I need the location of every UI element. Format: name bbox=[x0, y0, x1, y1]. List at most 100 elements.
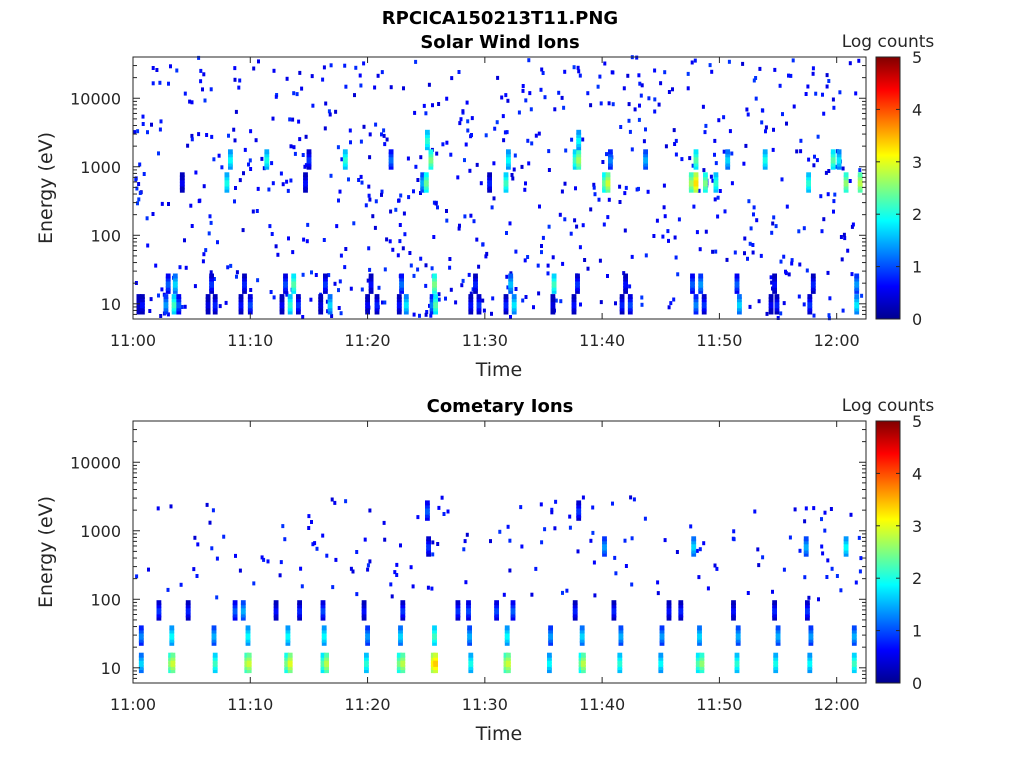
heatmap-cell bbox=[449, 287, 453, 292]
heatmap-cell bbox=[432, 637, 437, 643]
heatmap-cell bbox=[138, 162, 142, 167]
heatmap-cell bbox=[703, 178, 708, 184]
heatmap-cell bbox=[212, 277, 216, 281]
heatmap-cell bbox=[810, 279, 816, 285]
heatmap-cell bbox=[646, 189, 650, 194]
heatmap-cell bbox=[553, 526, 557, 531]
heatmap-cell bbox=[238, 300, 244, 306]
heatmap-cell bbox=[601, 160, 605, 164]
heatmap-cell bbox=[283, 279, 288, 285]
heatmap-cell bbox=[473, 279, 478, 285]
heatmap-cell bbox=[394, 207, 398, 212]
heatmap-cell bbox=[519, 505, 523, 510]
heatmap-cell bbox=[807, 297, 813, 303]
heatmap-cell bbox=[539, 502, 543, 507]
heatmap-cell bbox=[659, 81, 663, 86]
heatmap-cell bbox=[140, 306, 145, 312]
heatmap-cell bbox=[690, 273, 695, 279]
heatmap-cell bbox=[547, 168, 551, 172]
heatmap-cell bbox=[757, 563, 761, 568]
heatmap-cell bbox=[551, 288, 557, 294]
heatmap-cell bbox=[674, 255, 678, 260]
heatmap-cell bbox=[179, 178, 185, 184]
heatmap-cell bbox=[772, 276, 777, 282]
heatmap-cell bbox=[693, 175, 699, 181]
heatmap-cell bbox=[693, 297, 699, 303]
heatmap-cell bbox=[156, 609, 162, 615]
heatmap-cell bbox=[703, 187, 708, 193]
heatmap-cell bbox=[854, 279, 860, 285]
heatmap-cell bbox=[138, 665, 144, 670]
heatmap-cell bbox=[429, 303, 435, 309]
heatmap-cell bbox=[298, 137, 302, 142]
heatmap-cell bbox=[359, 139, 363, 144]
heatmap-cell bbox=[172, 285, 178, 291]
heatmap-cell bbox=[364, 658, 369, 664]
heatmap-cell bbox=[365, 634, 370, 640]
heatmap-cell bbox=[211, 634, 217, 640]
heatmap-cell bbox=[437, 297, 441, 302]
heatmap-cell bbox=[695, 655, 701, 661]
heatmap-cell bbox=[426, 548, 431, 554]
heatmap-cell bbox=[571, 300, 577, 306]
heatmap-cell bbox=[843, 542, 849, 548]
heatmap-cell bbox=[425, 310, 429, 314]
heatmap-cell bbox=[183, 238, 186, 243]
heatmap-cell bbox=[285, 631, 291, 637]
heatmap-cell bbox=[579, 631, 585, 637]
heatmap-cell bbox=[851, 628, 857, 634]
heatmap-cell bbox=[232, 609, 238, 615]
heatmap-cell bbox=[774, 300, 780, 306]
heatmap-cell bbox=[725, 161, 731, 167]
heatmap-cell bbox=[436, 205, 439, 210]
heatmap-cell bbox=[249, 167, 253, 171]
heatmap-cell bbox=[774, 224, 778, 229]
heatmap-cell bbox=[511, 306, 517, 312]
heatmap-cell bbox=[476, 297, 482, 303]
heatmap-cell bbox=[396, 655, 402, 661]
heatmap-cell bbox=[579, 625, 585, 631]
heatmap-cell bbox=[284, 658, 290, 664]
heatmap-cell bbox=[746, 256, 749, 261]
heatmap-cell bbox=[547, 652, 552, 658]
heatmap-cell bbox=[772, 273, 777, 279]
heatmap-cell bbox=[717, 118, 721, 123]
heatmap-cell bbox=[287, 306, 293, 312]
heatmap-cell bbox=[578, 245, 582, 250]
heatmap-cell bbox=[690, 285, 695, 291]
heatmap-cell bbox=[468, 652, 474, 658]
heatmap-cell bbox=[396, 294, 402, 300]
heatmap-cell bbox=[211, 637, 217, 643]
heatmap-cell bbox=[324, 655, 329, 661]
heatmap-cell bbox=[851, 668, 857, 674]
heatmap-cell bbox=[602, 187, 607, 193]
heatmap-cell bbox=[734, 661, 740, 667]
heatmap-cell bbox=[551, 285, 557, 291]
heatmap-cell bbox=[547, 658, 552, 664]
heatmap-cell bbox=[467, 628, 472, 634]
x-tick-label: 11:30 bbox=[462, 331, 508, 350]
heatmap-cell bbox=[857, 172, 863, 178]
heatmap-cell bbox=[291, 273, 297, 279]
heatmap-cell bbox=[428, 158, 434, 164]
heatmap-cell bbox=[592, 560, 596, 565]
heatmap-cell bbox=[163, 303, 169, 309]
heatmap-cell bbox=[159, 119, 163, 124]
heatmap-cell bbox=[468, 300, 474, 306]
y-axis-label: Energy (eV) bbox=[35, 496, 57, 608]
heatmap-cell bbox=[160, 287, 164, 292]
heatmap-cell bbox=[851, 658, 857, 664]
heatmap-cell bbox=[257, 59, 260, 64]
heatmap-cell bbox=[205, 306, 211, 312]
heatmap-cell bbox=[342, 149, 348, 155]
heatmap-cell bbox=[716, 214, 720, 219]
heatmap-cell bbox=[611, 600, 617, 606]
heatmap-cell bbox=[756, 547, 760, 552]
heatmap-cells bbox=[135, 495, 863, 674]
heatmap-cell bbox=[803, 536, 809, 542]
heatmap-cell bbox=[287, 309, 293, 315]
heatmap-cell bbox=[324, 665, 329, 670]
heatmap-cell bbox=[140, 294, 145, 300]
heatmap-cell bbox=[457, 226, 461, 231]
